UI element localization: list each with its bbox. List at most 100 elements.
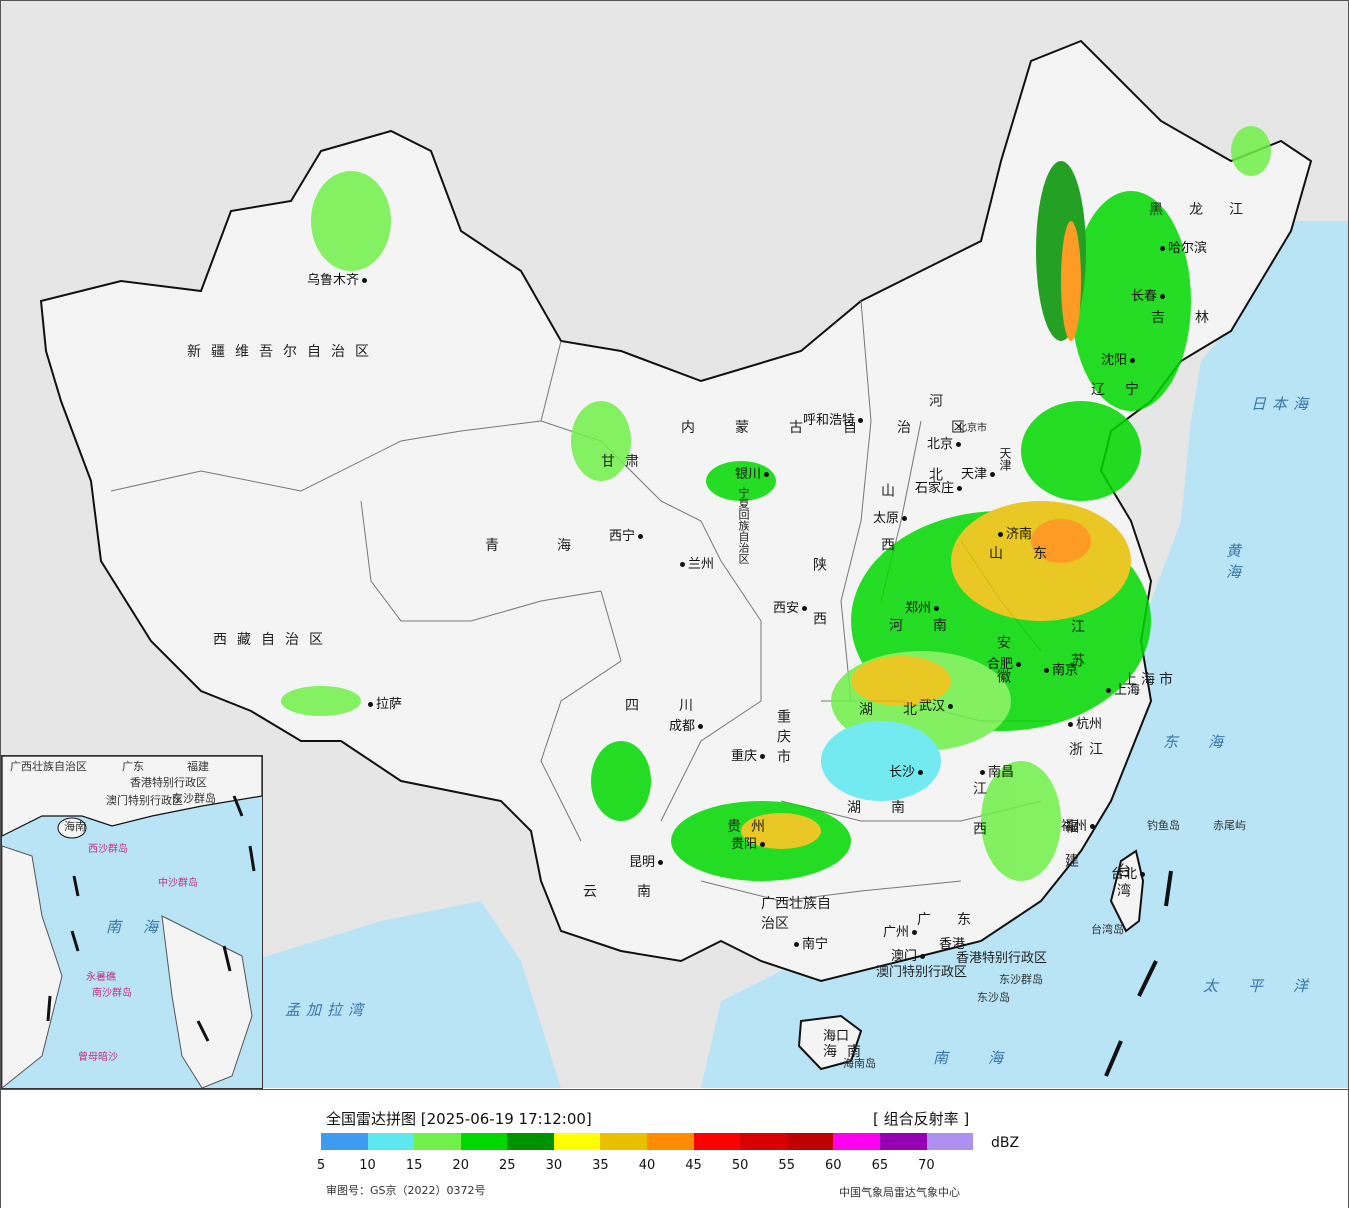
city-lhasa: 拉萨: [365, 693, 402, 712]
city-changsha: 长沙: [889, 761, 926, 780]
inset-dash-line: [46, 795, 256, 1042]
province-label-shanxi: 山西: [879, 483, 895, 591]
scale-tick-label: 20: [452, 1158, 469, 1173]
scale-tick-label: 5: [316, 1158, 326, 1173]
scale-tick-label: 60: [825, 1158, 842, 1173]
inset-indochina: [2, 845, 63, 1088]
sea-label-south-china: 南海: [933, 1049, 1044, 1067]
city-taiyuan: 太原: [873, 507, 910, 526]
scale-tick-label: 30: [545, 1158, 563, 1173]
scale-tick-label: 65: [871, 1158, 889, 1173]
inset-label-yongshu: 永暑礁: [86, 972, 116, 983]
city-fuzhou: 福州: [1061, 815, 1098, 834]
scale-tick-label: 45: [685, 1158, 702, 1173]
inset-philippines: [161, 915, 253, 1088]
province-label-neimenggu: 内蒙古自治区: [681, 420, 1005, 436]
color-swatch: [647, 1133, 694, 1150]
inset-label-nansha: 南沙群岛: [92, 988, 132, 999]
province-label-fujian: 福建: [1063, 819, 1079, 887]
color-swatch: [507, 1133, 554, 1150]
city-lanzhou: 兰州: [677, 553, 714, 572]
city-nanjing: 南京: [1041, 659, 1078, 678]
city-wuhan: 武汉: [919, 695, 956, 714]
inset-label-guangdong: 广东: [122, 760, 144, 773]
hainan-island: [797, 1014, 863, 1071]
color-swatch: [460, 1133, 508, 1150]
city-beijing: 北京: [927, 433, 964, 452]
island-hainan: 海南岛: [843, 1057, 876, 1070]
province-label-henan: 河南: [889, 618, 977, 634]
province-label-ningxia: 宁夏回族自治区: [737, 487, 750, 564]
province-label-macau: 澳门特别行政区: [876, 965, 968, 980]
inset-label-fujian: 福建: [187, 760, 209, 773]
city-harbin: 哈尔滨: [1157, 237, 1207, 256]
scale-tick-label: 35: [592, 1158, 609, 1173]
province-label-hongkong: 香港特别行政区: [956, 951, 1048, 966]
color-swatch: [740, 1133, 787, 1150]
city-hefei: 合肥: [987, 653, 1024, 672]
province-label-heilongjiang: 黑龙江: [1149, 202, 1269, 218]
inset-label-zengmu: 曾母暗沙: [78, 1052, 118, 1063]
city-shanghai: 上海: [1103, 679, 1140, 698]
city-chengdu: 成都: [669, 715, 706, 734]
scale-tick-label: 55: [778, 1158, 795, 1173]
city-guangzhou: 广州: [883, 921, 920, 940]
province-label-xinjiang: 新疆维吾尔自治区: [187, 344, 379, 360]
province-label-jiangsu: 江苏: [1069, 619, 1085, 687]
province-label-chongqing: 重庆市: [775, 709, 791, 769]
sea-label-bengal: 孟加拉湾: [285, 1001, 370, 1019]
province-label-hubei: 湖北: [859, 702, 947, 718]
taiwan-island: [1109, 849, 1145, 933]
province-label-tianjin: 天津: [998, 447, 1012, 471]
city-urumqi: 乌鲁木齐: [307, 269, 370, 288]
province-label-shanghai: 上海市: [1123, 672, 1177, 688]
province-label-beijing: 北京市: [957, 423, 987, 434]
color-swatch: [600, 1133, 648, 1150]
color-swatch: [833, 1133, 880, 1150]
province-label-taiwan: 台湾: [1115, 863, 1131, 903]
city-haikou: 海口: [823, 1029, 850, 1044]
province-label-shaanxi: 陕西: [811, 557, 827, 665]
island-dongsha: 东沙岛: [977, 991, 1010, 1004]
island-taiwan: 台湾岛: [1091, 923, 1124, 936]
province-label-hunan: 湖南: [847, 800, 935, 816]
color-swatch: [786, 1133, 834, 1150]
south-china-sea-inset: 广西壮族自治区 广东 福建 香港特别行政区 澳门特别行政区 东沙群岛 海南 西沙…: [1, 755, 263, 1089]
province-label-gansu: 甘肃: [601, 454, 649, 470]
city-shenyang: 沈阳: [1101, 349, 1138, 368]
color-swatch: [367, 1133, 415, 1150]
legend-title: 全国雷达拼图 [2025-06-19 17:12:00]: [326, 1110, 592, 1128]
island-dongsha-group: 东沙群岛: [999, 973, 1043, 986]
scale-tick-label: 25: [499, 1158, 516, 1173]
province-label-zhejiang: 浙江: [1069, 742, 1109, 758]
scale-tick-label: 40: [638, 1158, 656, 1173]
inset-label-dongsha: 东沙群岛: [172, 792, 216, 805]
province-label-sichuan: 四川: [625, 698, 733, 714]
inset-label-hainan: 海南: [64, 820, 86, 833]
radar-map[interactable]: 新疆维吾尔自治区 西藏自治区 青海 甘肃 四川 云南 内蒙古自治区 黑龙江 吉林…: [1, 1, 1348, 1089]
city-shijiazhuang: 石家庄: [915, 477, 965, 496]
inset-hainan: [57, 817, 87, 839]
city-zhengzhou: 郑州: [905, 597, 942, 616]
city-changchun: 长春: [1131, 285, 1168, 304]
sea-label-east-china: 东海: [1163, 733, 1254, 751]
color-scale-ticks: 5 10 15 20 25 30 35 40 45 50 55 60 65 70: [317, 1158, 973, 1176]
legend-panel: 全国雷达拼图 [2025-06-19 17:12:00] [ 组合反射率 ] d…: [1, 1089, 1348, 1208]
city-guiyang: 贵阳: [731, 833, 768, 852]
radar-echoes: [281, 126, 1271, 881]
color-swatch: [321, 1133, 368, 1150]
scale-tick-label: 50: [731, 1158, 749, 1173]
inset-label-macau: 澳门特别行政区: [106, 794, 183, 807]
agency-credit: 中国气象局雷达气象中心: [839, 1186, 960, 1199]
map-canvas: [1, 1, 1348, 1088]
color-swatch: [414, 1133, 461, 1150]
island-diaoyu: 钓鱼岛: [1147, 819, 1180, 832]
color-swatch: [693, 1133, 741, 1150]
province-label-hebei: 河北: [927, 393, 943, 541]
province-label-guangdong: 广东: [917, 912, 997, 928]
province-label-xizang: 西藏自治区: [213, 632, 333, 648]
color-swatch: [926, 1133, 974, 1150]
legend-product: [ 组合反射率 ]: [873, 1110, 970, 1128]
province-label-hainan: 海南: [823, 1044, 871, 1060]
